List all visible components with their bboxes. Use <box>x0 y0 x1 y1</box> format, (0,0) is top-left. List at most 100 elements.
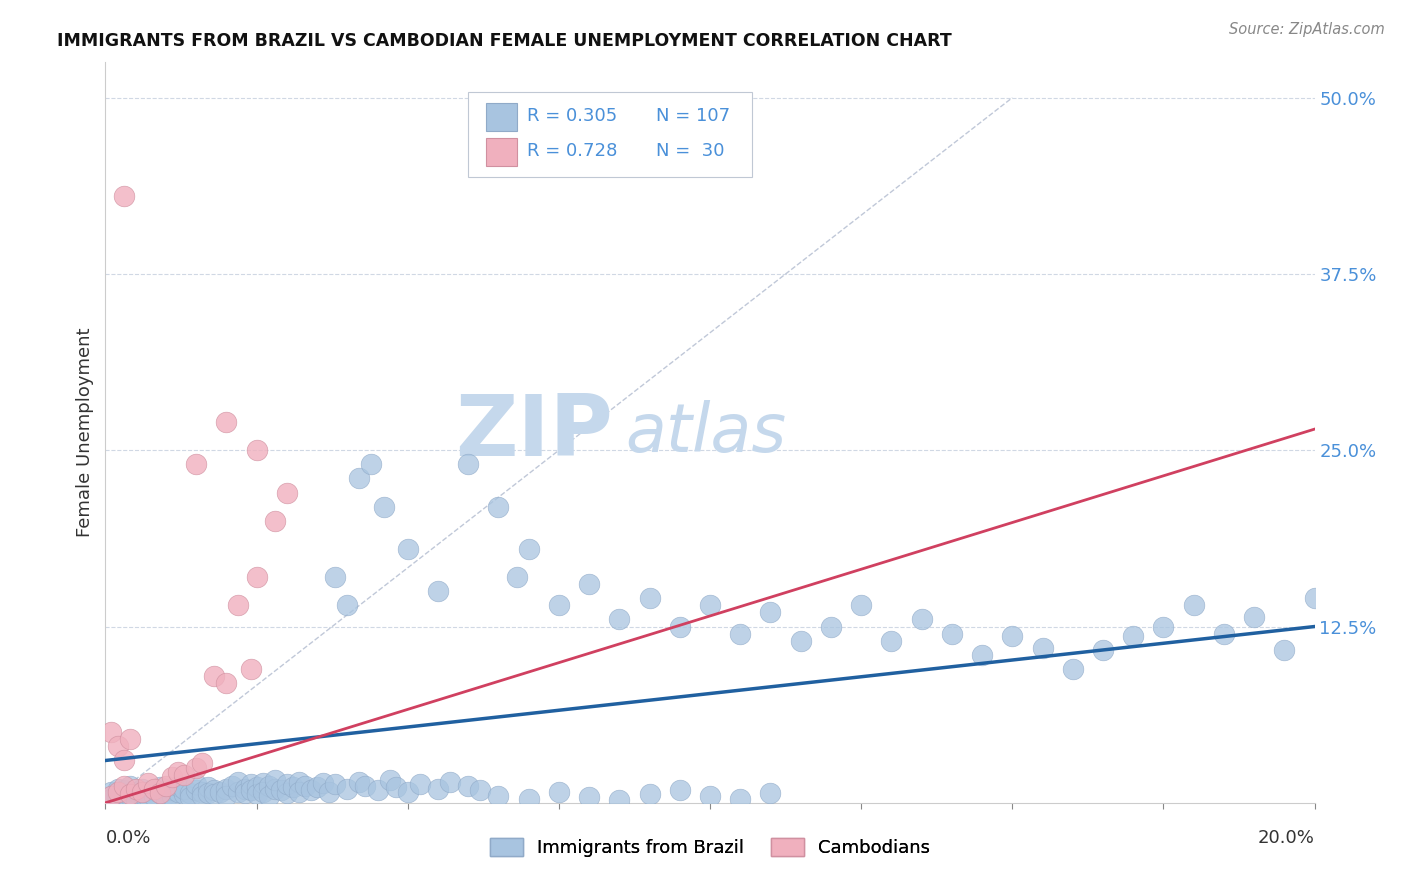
Point <box>118 732 141 747</box>
Point <box>197 786 219 800</box>
Point <box>638 591 661 606</box>
Point <box>215 789 238 803</box>
Point <box>457 458 479 472</box>
Point <box>239 662 262 676</box>
Point <box>281 780 304 795</box>
Point <box>730 626 752 640</box>
Point <box>191 789 214 803</box>
Point <box>160 789 183 803</box>
Point <box>112 754 135 768</box>
Text: IMMIGRANTS FROM BRAZIL VS CAMBODIAN FEMALE UNEMPLOYMENT CORRELATION CHART: IMMIGRANTS FROM BRAZIL VS CAMBODIAN FEMA… <box>58 32 952 50</box>
Point <box>427 584 450 599</box>
Point <box>457 779 479 793</box>
Point <box>548 784 571 798</box>
Point <box>354 779 377 793</box>
Point <box>669 783 692 797</box>
Point <box>252 776 274 790</box>
Point <box>699 789 721 803</box>
Text: N =  30: N = 30 <box>655 143 724 161</box>
Point <box>107 781 129 796</box>
Point <box>124 784 148 798</box>
Point <box>142 783 165 797</box>
Point <box>149 786 172 800</box>
Point <box>517 541 540 556</box>
Bar <box>486 138 516 166</box>
Point <box>1153 619 1175 633</box>
Point <box>790 633 813 648</box>
Point <box>1062 662 1084 676</box>
Point <box>112 779 135 793</box>
Point <box>246 780 269 795</box>
Point <box>179 786 201 800</box>
Point <box>155 791 177 805</box>
Point <box>378 773 401 788</box>
Point <box>427 781 450 796</box>
Point <box>366 783 388 797</box>
Point <box>246 570 269 584</box>
Point <box>155 779 177 793</box>
Point <box>1274 643 1296 657</box>
Point <box>288 774 311 789</box>
Point <box>384 780 406 795</box>
Point <box>759 606 782 620</box>
Point <box>730 791 752 805</box>
Point <box>323 570 346 584</box>
Point <box>107 784 129 798</box>
Point <box>336 599 359 613</box>
Point <box>288 784 311 798</box>
Point <box>160 771 183 785</box>
Point <box>124 791 148 805</box>
Point <box>233 781 256 796</box>
Point <box>100 725 122 739</box>
Point <box>228 784 250 798</box>
FancyBboxPatch shape <box>468 92 752 178</box>
Point <box>609 612 631 626</box>
Point <box>112 783 135 797</box>
Point <box>1303 591 1326 606</box>
Point <box>257 789 280 803</box>
Point <box>439 774 461 789</box>
Point <box>186 783 208 797</box>
Point <box>312 776 335 790</box>
Point <box>202 788 225 802</box>
Point <box>246 788 269 802</box>
Point <box>149 780 172 795</box>
Point <box>239 783 262 797</box>
Point <box>186 458 208 472</box>
Point <box>167 779 190 793</box>
Point <box>118 788 141 802</box>
Point <box>118 779 141 793</box>
Point <box>578 577 600 591</box>
Text: 20.0%: 20.0% <box>1258 829 1315 847</box>
Point <box>202 669 225 683</box>
Point <box>112 788 135 802</box>
Point <box>118 789 141 803</box>
Point <box>360 458 382 472</box>
Point <box>1122 629 1144 643</box>
Point <box>299 783 322 797</box>
Point <box>160 783 183 797</box>
Point <box>276 485 298 500</box>
Point <box>276 786 298 800</box>
Point <box>112 189 135 203</box>
Point <box>578 790 600 805</box>
Point <box>276 777 298 791</box>
Point <box>517 791 540 805</box>
Point <box>100 789 122 803</box>
Point <box>323 777 346 791</box>
Point <box>409 777 432 791</box>
Point <box>820 619 842 633</box>
Text: 0.0%: 0.0% <box>105 829 150 847</box>
Point <box>349 471 371 485</box>
Point <box>488 789 510 803</box>
Point <box>548 599 571 613</box>
Point <box>318 784 340 798</box>
Point <box>142 789 165 803</box>
Point <box>349 774 371 789</box>
Point <box>131 784 153 798</box>
Point <box>136 776 159 790</box>
Point <box>100 791 122 805</box>
Point <box>1182 599 1205 613</box>
Text: Source: ZipAtlas.com: Source: ZipAtlas.com <box>1229 22 1385 37</box>
Point <box>488 500 510 514</box>
